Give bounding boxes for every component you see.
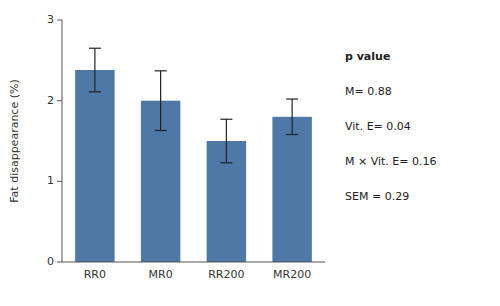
error-bar-stem xyxy=(226,119,227,163)
error-bar-cap xyxy=(89,91,101,92)
error-bar-cap xyxy=(286,134,298,135)
annotation: Vit. E= 0.04 xyxy=(345,120,411,133)
y-axis xyxy=(62,20,63,262)
x-tick-label: RR0 xyxy=(84,268,106,281)
x-axis xyxy=(62,262,325,263)
error-bar xyxy=(286,99,298,134)
x-tick-label: MR0 xyxy=(149,268,173,281)
annotation: p value xyxy=(345,50,390,63)
y-axis-label: Fat disappearance (%) xyxy=(8,79,21,202)
y-tick-label: 0 xyxy=(47,255,54,268)
annotation: M × Vit. E= 0.16 xyxy=(345,155,437,168)
error-bar-cap xyxy=(220,162,232,163)
error-bar-cap xyxy=(155,70,167,71)
error-bar-cap xyxy=(89,48,101,49)
error-bar-cap xyxy=(220,119,232,120)
y-tick xyxy=(57,20,62,21)
y-tick xyxy=(57,262,62,263)
bar xyxy=(272,117,311,262)
chart-container: 0 1 2 3 RR0 MR0 RR200 MR200 Fat disappearance (%… xyxy=(0,0,500,306)
error-bar-stem xyxy=(160,71,161,131)
error-bar-cap xyxy=(155,130,167,131)
error-bar-stem xyxy=(292,99,293,134)
annotation: M= 0.88 xyxy=(345,85,392,98)
y-tick-label: 3 xyxy=(47,13,54,26)
bar xyxy=(75,70,114,262)
error-bar-stem xyxy=(94,48,95,92)
y-tick-label: 2 xyxy=(47,94,54,107)
x-tick-label: RR200 xyxy=(208,268,244,281)
y-tick xyxy=(57,181,62,182)
error-bar-cap xyxy=(286,98,298,99)
x-tick-label: MR200 xyxy=(273,268,311,281)
error-bar xyxy=(89,48,101,92)
bars xyxy=(75,48,312,262)
chart: 0 1 2 3 RR0 MR0 RR200 MR200 Fat disappearance (%… xyxy=(0,0,500,306)
y-tick xyxy=(57,100,62,101)
y-tick-label: 1 xyxy=(47,174,54,187)
error-bar xyxy=(220,119,232,163)
error-bar xyxy=(155,71,167,131)
annotation: SEM = 0.29 xyxy=(345,190,409,203)
